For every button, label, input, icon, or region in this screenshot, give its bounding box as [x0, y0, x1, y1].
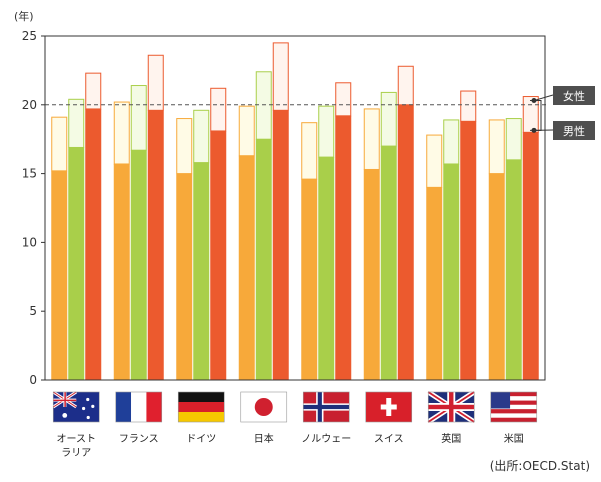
- y-tick-label: 5: [29, 304, 37, 318]
- bar-male: [505, 159, 522, 380]
- category-label: ラリア: [61, 447, 91, 459]
- bar-female-increment: [210, 87, 227, 132]
- bar-male: [176, 173, 193, 380]
- bar-female-increment: [522, 96, 539, 133]
- bar-female-increment: [443, 119, 460, 165]
- legend-box-female: [553, 86, 595, 105]
- bar-male: [488, 173, 505, 380]
- category-label: オースト: [57, 433, 97, 445]
- legend-box-male: [553, 121, 595, 140]
- bar-female-increment: [85, 72, 102, 110]
- switzerland-flag: [365, 391, 413, 423]
- y-axis: 0 5 10 15 20 25: [22, 29, 45, 387]
- bar-female-increment: [488, 119, 505, 175]
- france-flag: [115, 391, 163, 423]
- category-label: 日本: [254, 432, 274, 445]
- bar-female-increment: [255, 71, 272, 140]
- norway-flag: [302, 391, 350, 423]
- bar-male: [238, 155, 255, 380]
- bar-male: [443, 163, 460, 380]
- bar-male: [522, 132, 539, 380]
- bar-male: [130, 150, 147, 380]
- legend-leader-female: [533, 94, 554, 102]
- bar-female-increment: [147, 54, 164, 111]
- bar-male: [272, 110, 289, 380]
- legend-label-male: 男性: [563, 124, 585, 138]
- bar-female-increment: [460, 90, 477, 122]
- bar-female-increment: [426, 134, 443, 188]
- category-label: 英国: [441, 432, 461, 445]
- bar-male: [255, 139, 272, 380]
- bar-female-increment: [68, 98, 85, 148]
- bar-female-increment: [318, 105, 335, 158]
- bar-female-increment: [51, 116, 68, 172]
- usa-flag: [490, 391, 538, 423]
- bar-male: [193, 162, 210, 380]
- y-tick-label: 25: [22, 29, 37, 43]
- bar-male: [51, 170, 68, 380]
- category-label: 米国: [504, 432, 524, 445]
- bar-male: [397, 104, 414, 381]
- bar-female-increment: [130, 85, 147, 151]
- bar-female-increment: [193, 109, 210, 164]
- bars-group: [51, 42, 539, 381]
- bar-female-increment: [238, 105, 255, 157]
- category-label: スイス: [374, 434, 404, 445]
- bar-female-increment: [272, 42, 289, 111]
- bar-male: [301, 179, 318, 380]
- bar-male: [380, 146, 397, 380]
- bar-female-increment: [301, 122, 318, 180]
- bar-female-increment: [397, 65, 414, 106]
- bar-male: [113, 163, 130, 380]
- bar-male: [460, 121, 477, 380]
- source-note: (出所:OECD.Stat): [490, 459, 590, 473]
- bar-male: [335, 115, 352, 381]
- y-tick-label: 0: [29, 373, 37, 387]
- bar-male: [85, 108, 102, 380]
- category-label: フランス: [119, 433, 159, 445]
- bar-male: [147, 110, 164, 380]
- germany-flag: [177, 391, 225, 423]
- bar-female-increment: [505, 118, 522, 161]
- japan-flag: [240, 391, 288, 423]
- bar-male: [363, 169, 380, 380]
- legend-label-female: 女性: [563, 89, 585, 103]
- category-label: ノルウェー: [301, 433, 351, 445]
- bar-male: [318, 157, 335, 380]
- bar-female-increment: [113, 101, 130, 165]
- bar-female-increment: [363, 108, 380, 170]
- bar-male: [68, 147, 85, 380]
- y-tick-label: 10: [22, 235, 37, 249]
- bar-female-increment: [176, 118, 193, 175]
- australia-flag: [52, 390, 100, 423]
- uk-flag: [426, 389, 476, 425]
- plot-frame: [44, 35, 546, 381]
- y-tick-label: 20: [22, 98, 37, 112]
- bar-female-increment: [335, 82, 352, 117]
- unit-label: (年): [14, 9, 34, 23]
- bar-male: [426, 187, 443, 380]
- bar-female-increment: [380, 91, 397, 147]
- bar-male: [210, 130, 227, 380]
- y-tick-label: 15: [22, 167, 37, 181]
- category-label: ドイツ: [186, 434, 216, 445]
